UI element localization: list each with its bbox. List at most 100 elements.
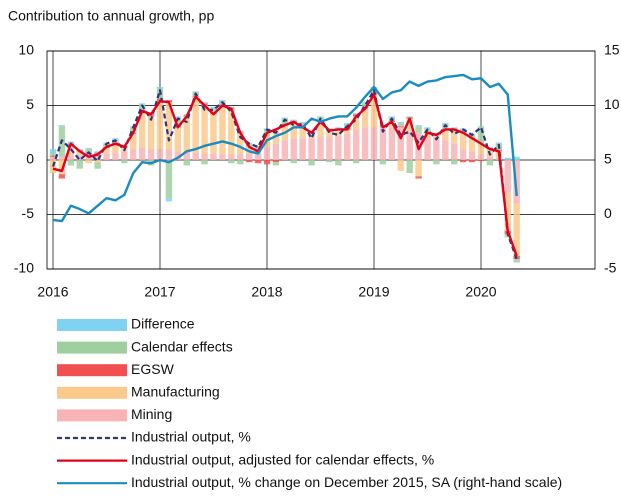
bar [406, 132, 413, 160]
bar [67, 155, 75, 160]
bar [370, 94, 378, 128]
bar [183, 151, 190, 160]
bar [290, 119, 297, 121]
bar [138, 112, 146, 149]
bar [94, 160, 101, 163]
bar [237, 132, 244, 155]
y-tick-label: -10 [14, 260, 34, 276]
bar [397, 127, 404, 160]
x-tick-label: 2020 [465, 284, 496, 300]
bar [290, 121, 297, 139]
y2-tick-label: 5 [604, 151, 612, 167]
y-tick-label: 0 [26, 151, 34, 167]
bar [58, 125, 66, 127]
bar [477, 127, 485, 144]
bar [272, 160, 280, 163]
bar [49, 156, 57, 160]
bar [442, 122, 449, 125]
legend-swatch [57, 409, 127, 422]
bar [299, 127, 306, 139]
bar [451, 143, 458, 160]
bar [121, 160, 128, 164]
bar [58, 174, 66, 179]
bar [201, 153, 208, 160]
bar [103, 153, 110, 160]
bar [174, 117, 182, 127]
bar [156, 149, 164, 160]
bar [442, 129, 449, 141]
legend-label: Mining [131, 406, 172, 422]
bar [121, 151, 128, 160]
bar [459, 132, 467, 150]
bar [174, 116, 182, 118]
bar [192, 152, 199, 160]
bar [49, 149, 57, 154]
bar [228, 160, 235, 164]
bar [94, 153, 101, 160]
bar [192, 96, 199, 153]
bar [468, 151, 476, 160]
bar [67, 160, 75, 166]
bar [281, 140, 289, 160]
bar [477, 126, 485, 128]
bar [451, 127, 458, 129]
y2-tick-label: 15 [604, 42, 620, 58]
bar [406, 118, 413, 133]
bar [379, 160, 387, 165]
bar [361, 103, 369, 107]
bar [228, 108, 235, 155]
bar [451, 129, 458, 144]
bar [317, 121, 324, 138]
y-tick-label: 5 [26, 96, 34, 112]
bar [513, 259, 520, 263]
bar [326, 160, 333, 163]
bar [156, 86, 164, 89]
bar [459, 160, 467, 163]
bar [130, 133, 137, 150]
bar [210, 106, 217, 108]
bar [352, 160, 360, 164]
bar [76, 154, 83, 160]
bar [58, 156, 66, 160]
legend-swatch [57, 341, 127, 354]
y2-tick-label: -5 [604, 260, 617, 276]
bar [415, 126, 422, 133]
bar [406, 116, 413, 118]
legend-swatch [57, 364, 127, 377]
bar [165, 149, 173, 160]
bar [513, 160, 520, 204]
line [52, 93, 518, 257]
legend-label: EGSW [131, 361, 175, 377]
bar [245, 160, 253, 163]
bar [201, 160, 208, 165]
bar [495, 142, 503, 144]
bar [406, 160, 413, 174]
bar [228, 106, 235, 108]
chart-title: Contribution to annual growth, pp [8, 8, 214, 24]
bar [361, 108, 369, 128]
bar [210, 107, 217, 113]
bar [228, 154, 235, 160]
bar [174, 151, 182, 160]
bar [317, 116, 324, 118]
bar [352, 116, 360, 130]
bar [370, 127, 378, 160]
bar [415, 125, 422, 127]
bar [352, 113, 360, 115]
x-tick-label: 2017 [144, 284, 175, 300]
bar [94, 152, 101, 154]
bar [299, 138, 306, 160]
bar [219, 100, 226, 102]
bar [308, 132, 315, 139]
bar [352, 129, 360, 160]
bar [112, 138, 119, 140]
bar [388, 127, 396, 160]
bar [183, 116, 190, 152]
line [52, 73, 518, 223]
bar [147, 116, 155, 150]
bar [344, 133, 351, 160]
legend-swatch [57, 386, 127, 399]
legend-label: Difference [131, 316, 195, 332]
bar [504, 157, 511, 160]
legend-label: Manufacturing [131, 384, 220, 400]
